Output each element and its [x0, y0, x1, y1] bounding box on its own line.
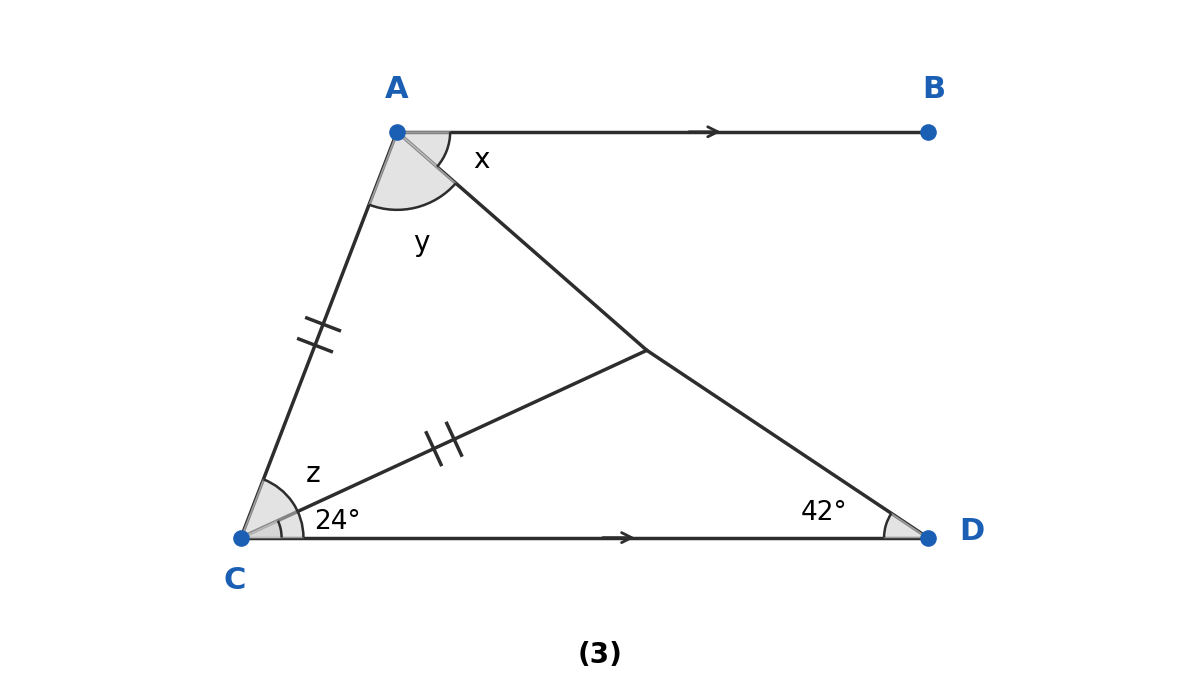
- Text: C: C: [223, 565, 246, 594]
- Point: [388, 127, 407, 137]
- Point: [232, 532, 251, 543]
- Text: D: D: [959, 517, 984, 546]
- Polygon shape: [884, 514, 928, 538]
- Text: y: y: [413, 228, 430, 257]
- Text: 24°: 24°: [314, 509, 361, 534]
- Polygon shape: [241, 520, 282, 538]
- Text: 42°: 42°: [800, 500, 847, 526]
- Text: x: x: [473, 146, 490, 175]
- Text: A: A: [385, 75, 409, 104]
- Point: [918, 532, 937, 543]
- Text: B: B: [923, 75, 946, 104]
- Text: (3): (3): [577, 640, 623, 669]
- Polygon shape: [241, 479, 304, 538]
- Polygon shape: [397, 132, 450, 166]
- Point: [918, 127, 937, 137]
- Polygon shape: [370, 132, 456, 210]
- Text: z: z: [306, 460, 320, 488]
